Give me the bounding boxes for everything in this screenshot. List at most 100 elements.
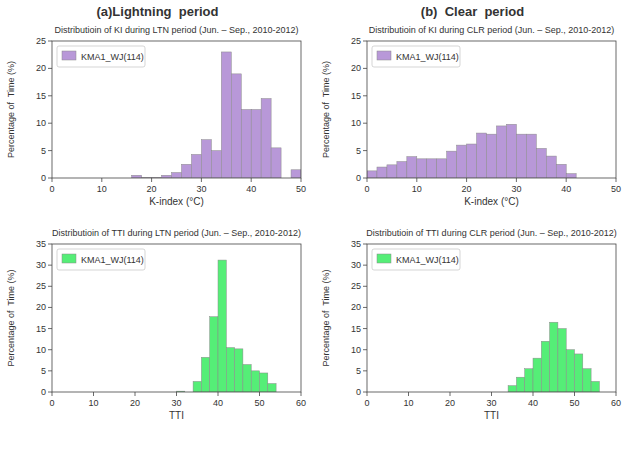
histogram-bar (427, 159, 437, 178)
histogram-bar (377, 167, 387, 178)
x-tick-label: 30 (511, 184, 521, 194)
panel: (b) Clear period Distributioin of KI duri… (321, 4, 621, 207)
y-tick-label: 10 (36, 345, 46, 355)
y-tick (363, 307, 367, 308)
y-tick-label: 20 (351, 63, 361, 73)
x-tick-label: 20 (462, 184, 472, 194)
y-tick (48, 41, 52, 42)
y-tick-label: 5 (356, 146, 361, 156)
histogram-bar (172, 173, 182, 178)
x-tick (574, 392, 575, 396)
x-tick (301, 392, 302, 396)
legend-swatch (62, 51, 76, 60)
histogram-bar (261, 99, 271, 178)
y-tick-label: 5 (356, 366, 361, 376)
x-tick (408, 392, 409, 396)
x-tick-label: 10 (412, 184, 422, 194)
y-tick (363, 150, 367, 151)
panel: Distributioin of TTI during LTN period (… (6, 228, 306, 421)
y-tick-label: 10 (36, 118, 46, 128)
figure: (a)Lightning periodDistributioin of KI d… (0, 0, 630, 449)
x-tick (516, 178, 517, 182)
x-axis-label: TTI (169, 410, 184, 421)
x-tick (491, 392, 492, 396)
bars (367, 124, 576, 178)
legend-swatch (377, 51, 391, 60)
column-title: (b) Clear period (421, 4, 524, 19)
histogram-bar (496, 126, 506, 178)
legend-box (372, 46, 460, 67)
histogram-bar (387, 165, 397, 178)
x-tick (259, 392, 260, 396)
legend-box (57, 249, 145, 270)
y-tick (363, 244, 367, 245)
y-tick (363, 328, 367, 329)
histogram-bar (508, 386, 516, 392)
y-tick-label: 25 (351, 281, 361, 291)
plot-frame (52, 41, 301, 178)
x-tick (218, 392, 219, 396)
x-tick (466, 178, 467, 182)
x-tick (616, 392, 617, 396)
histogram-bar (550, 322, 558, 392)
histogram-bar (437, 159, 447, 178)
y-tick-label: 20 (36, 302, 46, 312)
x-tick-label: 10 (403, 398, 413, 408)
x-tick (201, 178, 202, 182)
histogram-bar (566, 174, 576, 178)
y-tick-label: 35 (351, 239, 361, 249)
histogram-bar (231, 74, 241, 178)
x-tick (151, 178, 152, 182)
x-tick-label: 40 (561, 184, 571, 194)
x-tick (52, 178, 53, 182)
histogram-bar (191, 154, 201, 178)
histogram-bar (201, 357, 209, 392)
histogram-bar (201, 140, 211, 178)
panel-title: Distributioin of TTI during LTN period (… (52, 228, 301, 238)
x-tick (416, 178, 417, 182)
legend-box (57, 46, 145, 67)
y-tick-label: 15 (351, 324, 361, 334)
x-tick (52, 392, 53, 396)
panel-title: Distributioin of KI during LTN period (J… (55, 25, 299, 35)
plot-frame (367, 41, 616, 178)
histogram-bar (397, 162, 407, 178)
x-tick (101, 178, 102, 182)
histogram-bar (541, 341, 549, 392)
histogram-bar (546, 156, 556, 178)
panel: (a)Lightning periodDistributioin of KI d… (6, 4, 306, 207)
histogram-bar (210, 317, 218, 392)
histogram-bar (235, 349, 243, 392)
histogram-bar (211, 151, 221, 178)
y-axis-label: Percentage of Time (%) (6, 61, 16, 158)
x-tick-label: 30 (171, 398, 181, 408)
histogram-bar (367, 171, 377, 178)
x-axis-label: TTI (484, 410, 499, 421)
y-tick (48, 307, 52, 308)
x-tick-label: 40 (213, 398, 223, 408)
x-tick (533, 392, 534, 396)
histogram-bar (291, 170, 301, 178)
y-tick (48, 328, 52, 329)
histogram-bar (221, 52, 231, 178)
x-tick-label: 0 (364, 184, 369, 194)
y-tick-label: 15 (36, 91, 46, 101)
histogram-bar (447, 151, 457, 178)
y-tick (48, 244, 52, 245)
panel-title: Distributioin of KI during CLR period (J… (369, 25, 615, 35)
y-tick (363, 349, 367, 350)
legend: KMA1_WJ(114) (57, 249, 145, 270)
y-tick-label: 0 (356, 173, 361, 183)
bars (177, 260, 277, 392)
legend-swatch (377, 254, 391, 263)
y-tick (48, 286, 52, 287)
x-tick-label: 30 (486, 398, 496, 408)
histogram-bar (162, 175, 172, 178)
y-tick-label: 30 (36, 260, 46, 270)
bars (132, 52, 301, 178)
y-axis-label: Percentage of Time (%) (321, 269, 331, 366)
histogram-bar (193, 381, 201, 392)
histogram-bar (407, 157, 417, 178)
y-tick (48, 95, 52, 96)
y-tick-label: 25 (351, 36, 361, 46)
